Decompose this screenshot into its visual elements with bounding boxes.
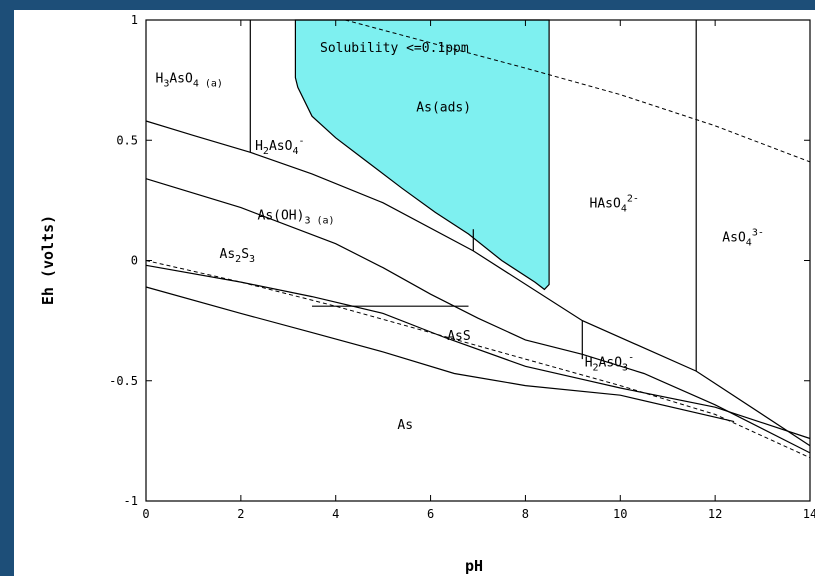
x-tick-label-12: 12: [708, 507, 722, 521]
y-tick-label-0: 0: [131, 254, 138, 268]
x-tick-label-2: 2: [237, 507, 244, 521]
region-label-as-ads-: As(ads): [416, 100, 471, 115]
y-axis-ticks: 1 0.5 0 -0.5 -1: [109, 13, 810, 508]
region-label-as2s3: As2S3: [220, 247, 256, 265]
x-axis-ticks: 0 2 4 6 8 10 12 14: [142, 20, 815, 521]
x-tick-label-14: 14: [803, 507, 815, 521]
boundary-line-2: [145, 178, 811, 454]
region-label-h2aso4-: H2AsO4-: [255, 136, 304, 157]
solubility-annotation: Solubility <=0.1ppm: [320, 41, 469, 56]
y-axis-label: Eh (volts): [39, 215, 57, 305]
region-label-as-oh-3-a-: As(OH)3 (a): [258, 209, 335, 227]
boundary-lines: [145, 20, 811, 454]
x-tick-label-0: 0: [142, 507, 149, 521]
top-frame-bar: [0, 0, 815, 10]
x-tick-label-10: 10: [613, 507, 627, 521]
left-frame-bar: [0, 0, 14, 576]
region-label-h2aso3-: H2AsO3-: [585, 352, 634, 373]
boundary-line-3: [145, 264, 811, 440]
region-label-haso42-: HAsO42-: [590, 194, 639, 215]
region-label-ass: AsS: [447, 329, 470, 344]
x-tick-label-4: 4: [332, 507, 339, 521]
region-labels: H3AsO4 (a) H2AsO4- As(ads) As(OH)3 (a) HAsO4…: [156, 72, 764, 433]
region-label-h3aso4-a-: H3AsO4 (a): [156, 72, 223, 90]
region-label-as: As: [397, 418, 413, 433]
water-stability-lines: [145, 19, 811, 459]
boundary-line-1: [145, 120, 811, 447]
y-tick-label-1: 1: [131, 13, 138, 27]
boundary-line-4: [145, 286, 735, 423]
x-tick-label-6: 6: [427, 507, 434, 521]
x-tick-label-8: 8: [522, 507, 529, 521]
y-tick-label--0.5: -0.5: [109, 374, 138, 388]
region-label-aso43-: AsO43-: [722, 227, 764, 248]
adsorption-area: [294, 19, 550, 291]
water-lower-limit: [145, 260, 811, 459]
y-tick-label--1: -1: [124, 494, 138, 508]
y-tick-label-0.5: 0.5: [116, 133, 138, 147]
x-axis-label: pH: [465, 557, 483, 575]
